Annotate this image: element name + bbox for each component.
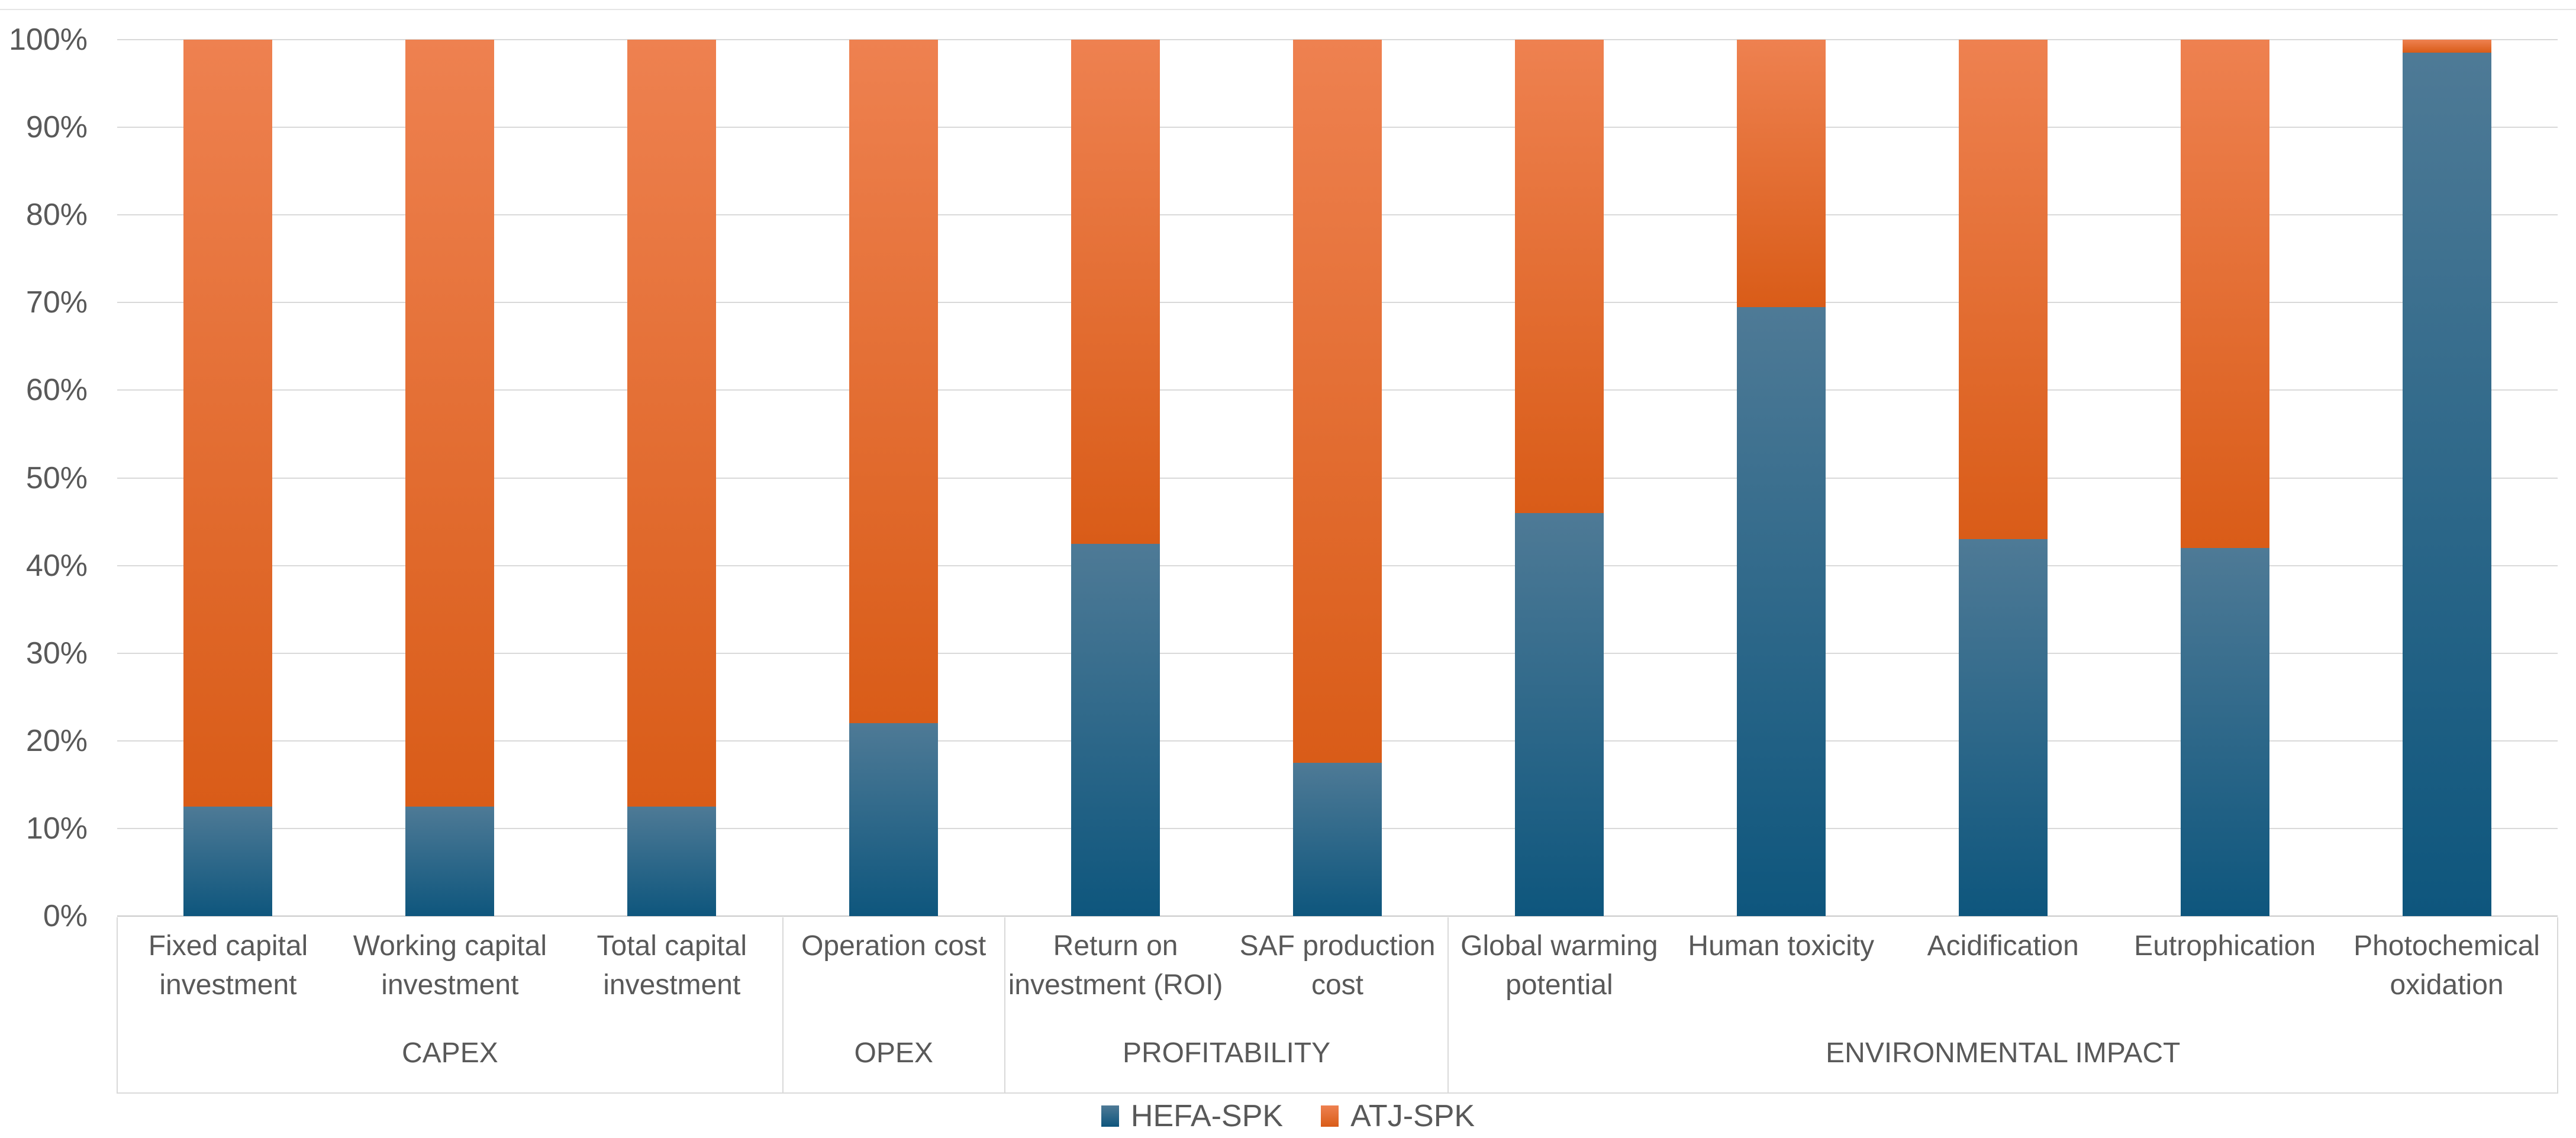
bar-series-container bbox=[117, 40, 2558, 916]
bar-segment-hefa-spk bbox=[1736, 307, 1826, 916]
bar-segment-hefa-spk bbox=[627, 806, 717, 916]
bar-segment-hefa-spk bbox=[2402, 53, 2491, 916]
stacked-bar bbox=[2402, 40, 2491, 916]
bar-slot bbox=[1670, 40, 1892, 916]
category-label: Human toxicity bbox=[1688, 930, 1875, 962]
bar-segment-atj-spk bbox=[849, 40, 939, 724]
y-tick-label: 50% bbox=[25, 460, 88, 495]
category-group-label: ENVIRONMENTAL IMPACT bbox=[1826, 1037, 2181, 1069]
legend-label-atj-spk: ATJ-SPK bbox=[1350, 1098, 1475, 1133]
bar-slot bbox=[339, 40, 561, 916]
bar-segment-atj-spk bbox=[1958, 40, 2048, 540]
bar-segment-atj-spk bbox=[627, 40, 717, 807]
stacked-bar bbox=[405, 40, 495, 916]
category-label: Return on investment (ROI) bbox=[1008, 930, 1223, 1001]
x-axis-line bbox=[117, 915, 2558, 917]
category-group-label: PROFITABILITY bbox=[1122, 1037, 1331, 1069]
bar-segment-hefa-spk bbox=[1958, 539, 2048, 916]
y-tick-label: 80% bbox=[25, 198, 88, 233]
bar-segment-atj-spk bbox=[1292, 40, 1382, 763]
category-label: Fixed capital investment bbox=[148, 930, 308, 1001]
stacked-bar bbox=[2180, 40, 2269, 916]
y-tick-label: 0% bbox=[43, 899, 88, 933]
bar-segment-atj-spk bbox=[183, 40, 273, 807]
chart-area-top-border bbox=[0, 9, 2576, 10]
bar-segment-atj-spk bbox=[1071, 40, 1160, 544]
y-tick-label: 10% bbox=[25, 811, 88, 846]
bar-segment-atj-spk bbox=[405, 40, 495, 807]
y-tick-label: 100% bbox=[9, 22, 88, 57]
category-label: Working capital investment bbox=[353, 930, 547, 1001]
category-label: Acidification bbox=[1927, 930, 2079, 962]
category-label: Operation cost bbox=[801, 930, 986, 962]
category-label: Photochemical oxidation bbox=[2353, 930, 2540, 1001]
bar-slot bbox=[1005, 40, 1227, 916]
legend: HEFA-SPK ATJ-SPK bbox=[0, 1094, 2576, 1138]
category-label: SAF production cost bbox=[1239, 930, 1436, 1001]
stacked-bar bbox=[183, 40, 273, 916]
bar-slot bbox=[117, 40, 339, 916]
bar-slot bbox=[2114, 40, 2336, 916]
category-group-label: OPEX bbox=[854, 1037, 933, 1069]
category-label: Global warming potential bbox=[1461, 930, 1658, 1001]
stacked-bar bbox=[1071, 40, 1160, 916]
legend-item-hefa-spk: HEFA-SPK bbox=[1101, 1098, 1283, 1134]
y-tick-label: 20% bbox=[25, 723, 88, 758]
bar-segment-hefa-spk bbox=[849, 723, 939, 916]
stacked-bar bbox=[1958, 40, 2048, 916]
y-tick-label: 70% bbox=[25, 285, 88, 320]
bar-slot bbox=[2336, 40, 2558, 916]
category-group-separator bbox=[1004, 917, 1005, 1094]
bar-segment-atj-spk bbox=[2402, 40, 2491, 53]
y-tick-label: 40% bbox=[25, 548, 88, 583]
stacked-bar bbox=[1292, 40, 1382, 916]
plot-area bbox=[117, 39, 2558, 917]
bar-segment-atj-spk bbox=[1736, 40, 1826, 307]
legend-label-hefa-spk: HEFA-SPK bbox=[1130, 1098, 1284, 1133]
category-axis-labels: Fixed capital investment Working capital … bbox=[117, 921, 2558, 1012]
y-tick-label: 90% bbox=[25, 110, 88, 145]
y-tick-label: 60% bbox=[25, 373, 88, 408]
stacked-bar bbox=[627, 40, 717, 916]
bar-slot bbox=[1892, 40, 2114, 916]
category-group-labels: CAPEX OPEX PROFITABILITY ENVIRONMENTAL IMPA… bbox=[117, 1013, 2558, 1092]
stacked-bar bbox=[849, 40, 939, 916]
bar-segment-hefa-spk bbox=[1292, 762, 1382, 916]
category-group-separator bbox=[782, 917, 784, 1094]
stacked-bar bbox=[1736, 40, 1826, 916]
bar-slot bbox=[561, 40, 783, 916]
category-label: Total capital investment bbox=[597, 930, 747, 1001]
bar-slot bbox=[1227, 40, 1449, 916]
atj-spk-swatch-icon bbox=[1321, 1105, 1339, 1127]
bar-segment-hefa-spk bbox=[183, 806, 273, 916]
hefa-spk-swatch-icon bbox=[1101, 1105, 1119, 1127]
bar-segment-hefa-spk bbox=[405, 806, 495, 916]
category-label: Eutrophication bbox=[2134, 930, 2316, 962]
category-group-separator bbox=[1447, 917, 1449, 1094]
gridline bbox=[117, 39, 2558, 40]
bar-segment-atj-spk bbox=[1514, 40, 1604, 513]
category-axis-bottom-border bbox=[117, 1092, 2558, 1094]
bar-slot bbox=[783, 40, 1005, 916]
category-group-separator bbox=[2557, 917, 2558, 1094]
bar-slot bbox=[1448, 40, 1670, 916]
bar-segment-hefa-spk bbox=[1071, 543, 1160, 916]
y-axis: 100% 90% 80% 70% 60% 50% 40% 30% 20% 10% 0% bbox=[0, 24, 88, 931]
legend-item-atj-spk: ATJ-SPK bbox=[1321, 1098, 1475, 1134]
category-group-separator bbox=[117, 917, 118, 1094]
y-tick-label: 30% bbox=[25, 636, 88, 670]
stacked-bar bbox=[1514, 40, 1604, 916]
bar-segment-atj-spk bbox=[2180, 40, 2269, 548]
bar-segment-hefa-spk bbox=[2180, 547, 2269, 916]
category-group-label: CAPEX bbox=[402, 1037, 498, 1069]
bar-segment-hefa-spk bbox=[1514, 512, 1604, 916]
